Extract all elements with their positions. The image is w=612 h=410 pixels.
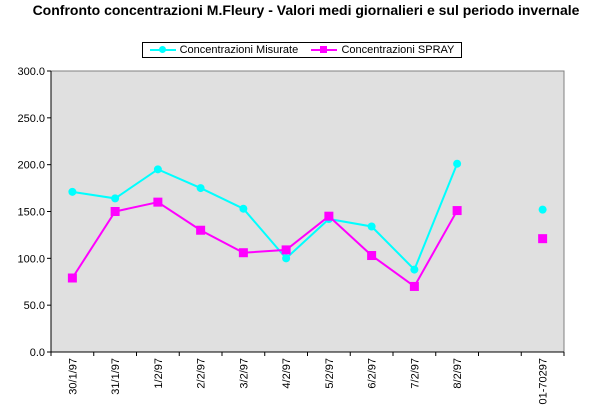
x-tick-label: 3/2/97 [238,358,250,389]
legend-item-misurate: Concentrazioni Misurate [149,44,299,56]
data-point [196,184,205,193]
x-tick-label: 31/1/97 [110,358,122,395]
data-point [67,273,77,283]
y-tick-label: 150.0 [17,207,45,219]
chart-title: Confronto concentrazioni M.Fleury - Valo… [32,2,580,18]
legend-symbol-misurate [149,45,176,55]
data-point [68,187,77,196]
data-point [367,222,376,231]
legend-label-spray: Concentrazioni SPRAY [341,44,455,56]
data-point [153,165,162,174]
x-tick-label: 8/2/97 [452,358,464,389]
y-tick-label: 300.0 [17,66,45,78]
x-tick-label: 6/2/97 [367,358,379,389]
x-tick-label: 30/1/97 [67,358,79,395]
data-point [238,248,248,258]
data-point [452,206,462,216]
y-tick-label: 100.0 [17,253,45,265]
y-tick-label: 50.0 [24,300,45,312]
data-point [111,194,120,203]
legend-item-spray: Concentrazioni SPRAY [311,44,454,56]
chart-legend: Concentrazioni Misurate Concentrazioni S… [142,42,462,58]
data-point [239,204,248,213]
y-tick-label: 0.0 [30,347,45,359]
y-tick-label: 200.0 [17,160,45,172]
x-tick-label: 4/2/97 [281,358,293,389]
legend-symbol-spray [311,45,338,55]
series-spray [67,197,548,291]
x-tick-label: 1/2/97 [153,358,165,389]
data-point [409,281,419,291]
x-tick-label: 5/2/97 [324,358,336,389]
data-point [453,159,462,168]
data-point [410,265,419,274]
data-point [196,225,206,235]
data-point [110,207,120,216]
data-point [538,234,548,244]
data-point [367,251,377,261]
series-misurate [68,159,547,274]
data-point [282,254,291,263]
data-point [153,197,163,207]
data-point [281,245,291,255]
plot-area [50,70,565,353]
x-tick-label: 2/2/97 [196,358,208,389]
data-point [324,211,334,221]
x-tick-label: 01-70297 [538,358,550,405]
data-point [538,205,547,214]
legend-label-misurate: Concentrazioni Misurate [179,44,299,56]
x-tick-label: 7/2/97 [409,358,421,389]
y-tick-label: 250.0 [17,113,45,125]
